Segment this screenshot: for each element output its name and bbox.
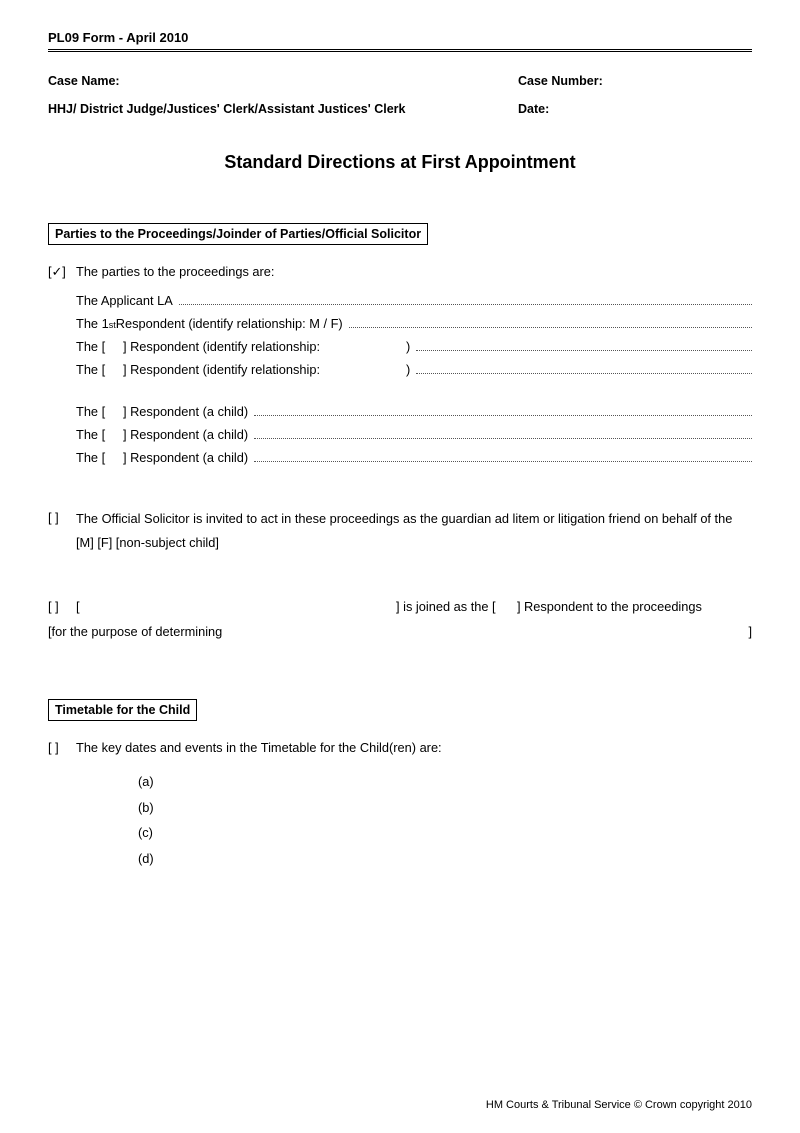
applicant-la-label: The Applicant LA (76, 293, 173, 308)
resp-child-prefix: The [ (76, 427, 105, 442)
respondent-blank-line: The [ ] Respondent (identify relationshi… (48, 339, 752, 354)
joined-mid: ] is joined as the [ (396, 599, 496, 614)
form-header: PL09 Form - April 2010 (48, 30, 752, 52)
resp-child-prefix: The [ (76, 450, 105, 465)
resp-child-suffix: ] Respondent (a child) (123, 427, 248, 442)
purpose-close: ] (748, 624, 752, 639)
resp-blank-prefix: The [ (76, 362, 105, 377)
section-heading-parties: Parties to the Proceedings/Joinder of Pa… (48, 223, 428, 245)
parties-intro: The parties to the proceedings are: (76, 261, 752, 283)
section-heading-timetable: Timetable for the Child (48, 699, 197, 721)
meta-row-1: Case Name: Case Number: (48, 74, 752, 88)
case-number-label: Case Number: (518, 74, 752, 88)
respondent-child-line: The [ ] Respondent (a child) (48, 427, 752, 442)
joined-left: [ (76, 599, 80, 614)
resp-child-suffix: ] Respondent (a child) (123, 404, 248, 419)
timetable-item-d: (d) (138, 846, 752, 872)
checkbox-parties[interactable]: [✓] (48, 261, 76, 283)
footer-copyright: HM Courts & Tribunal Service © Crown cop… (486, 1099, 752, 1111)
checkbox-solicitor[interactable]: [ ] (48, 507, 76, 529)
date-label: Date: (518, 102, 752, 116)
purpose-text: [for the purpose of determining (48, 624, 222, 639)
resp-blank-mid: ] Respondent (identify relationship: (123, 362, 320, 377)
resp-blank-prefix: The [ (76, 339, 105, 354)
first-respondent-line: The 1st Respondent (identify relationshi… (48, 316, 752, 331)
page-title: Standard Directions at First Appointment (48, 152, 752, 173)
fill-line[interactable] (349, 316, 752, 328)
timetable-item-b: (b) (138, 795, 752, 821)
respondent-blank-line: The [ ] Respondent (identify relationshi… (48, 362, 752, 377)
fill-line[interactable] (416, 339, 752, 351)
respondent-child-line: The [ ] Respondent (a child) (48, 403, 752, 418)
section-parties: Parties to the Proceedings/Joinder of Pa… (48, 223, 752, 639)
respondent-child-line: The [ ] Respondent (a child) (48, 450, 752, 465)
parties-intro-row: [✓] The parties to the proceedings are: (48, 261, 752, 283)
judge-label: HHJ/ District Judge/Justices' Clerk/Assi… (48, 102, 518, 116)
timetable-intro-row: [ ] The key dates and events in the Time… (48, 737, 752, 759)
purpose-row: [for the purpose of determining ] (48, 624, 752, 639)
checkbox-joined[interactable]: [ ] (48, 599, 76, 614)
resp-child-suffix: ] Respondent (a child) (123, 450, 248, 465)
applicant-la-line: The Applicant LA (48, 293, 752, 308)
timetable-item-a: (a) (138, 769, 752, 795)
paren-close: ) (406, 339, 410, 354)
meta-row-2: HHJ/ District Judge/Justices' Clerk/Assi… (48, 102, 752, 116)
fill-line[interactable] (179, 293, 752, 305)
timetable-item-c: (c) (138, 820, 752, 846)
official-solicitor-text: The Official Solicitor is invited to act… (76, 507, 752, 556)
timetable-list: (a) (b) (c) (d) (48, 769, 752, 871)
resp-blank-mid: ] Respondent (identify relationship: (123, 339, 320, 354)
resp-child-prefix: The [ (76, 404, 105, 419)
joined-row: [ ] [ ] is joined as the [ ] Respondent … (48, 599, 752, 614)
first-respondent-suffix: Respondent (identify relationship: M / F… (116, 316, 343, 331)
fill-line[interactable] (254, 427, 752, 439)
joined-right: ] Respondent to the proceedings (517, 599, 702, 614)
paren-close: ) (406, 362, 410, 377)
fill-line[interactable] (254, 450, 752, 462)
ordinal-st: st (109, 320, 116, 330)
first-respondent-prefix: The 1 (76, 316, 109, 331)
section-timetable: Timetable for the Child [ ] The key date… (48, 699, 752, 871)
checkbox-timetable[interactable]: [ ] (48, 737, 76, 759)
official-solicitor-row: [ ] The Official Solicitor is invited to… (48, 507, 752, 556)
fill-line[interactable] (254, 403, 752, 415)
page-container: PL09 Form - April 2010 Case Name: Case N… (0, 0, 800, 892)
timetable-intro: The key dates and events in the Timetabl… (76, 737, 752, 759)
case-name-label: Case Name: (48, 74, 518, 88)
fill-line[interactable] (416, 362, 752, 374)
